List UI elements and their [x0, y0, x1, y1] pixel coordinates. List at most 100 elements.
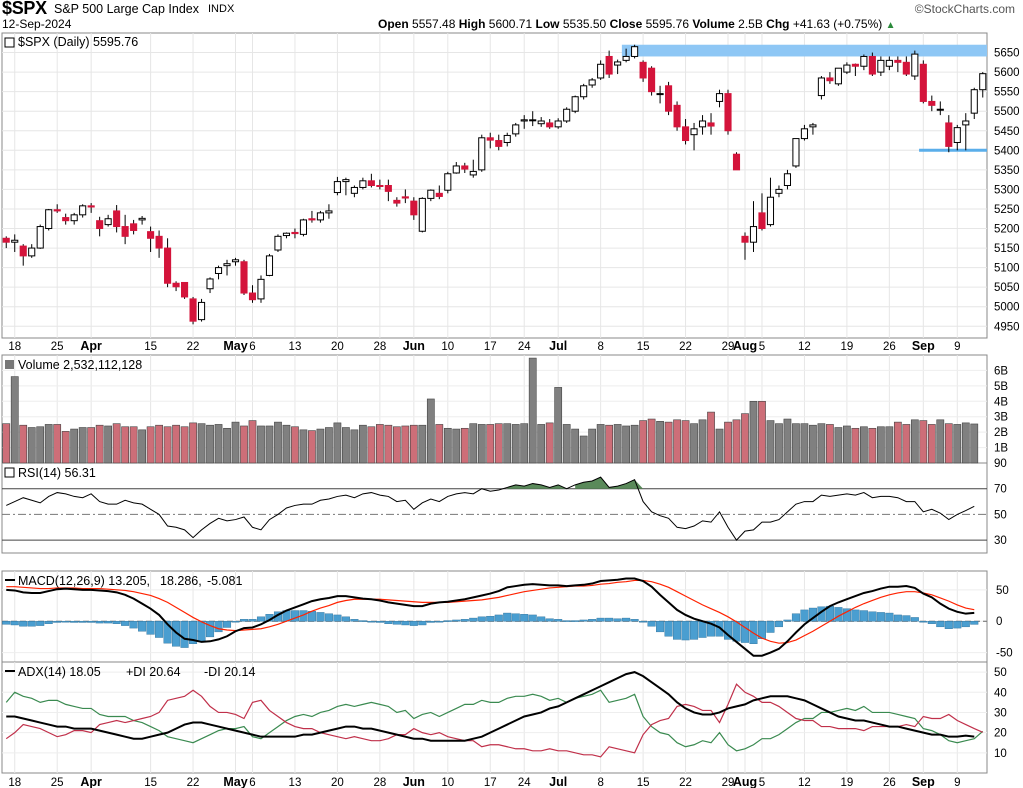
- candle-up: [28, 247, 36, 257]
- volume-bar-up: [876, 426, 885, 464]
- candle-up: [503, 134, 511, 143]
- volume-bar-down: [240, 425, 248, 464]
- volume-bar-down: [409, 424, 418, 464]
- price-tick-label: 5150: [994, 243, 1020, 255]
- candle-down: [707, 122, 715, 127]
- price-tick-label: 5250: [994, 204, 1020, 216]
- price-x-tick-label: 5: [759, 341, 765, 353]
- volume-bar-down: [681, 420, 690, 464]
- high-value: 5600.71: [488, 17, 533, 31]
- ohlc-readout: Open 5557.48 High 5600.71 Low 5535.50 Cl…: [378, 17, 896, 31]
- adx-tick-label: 10: [994, 748, 1007, 760]
- candle-down: [2, 237, 10, 243]
- candle-down: [248, 292, 257, 301]
- volume-bar-up: [766, 420, 775, 464]
- macd-histogram-bar: [231, 621, 240, 623]
- rsi-overbought-fill: [507, 483, 567, 489]
- volume-bar-down: [146, 426, 155, 464]
- macd-histogram-bar: [562, 620, 571, 622]
- adx-x-tick-label: 17: [484, 777, 497, 788]
- price-x-tick-label: 9: [954, 341, 960, 353]
- adx-x-tick-label: 26: [883, 777, 896, 788]
- price-tick-label: 5500: [994, 106, 1020, 118]
- adx-x-tick-label: 15: [144, 777, 157, 788]
- macd-histogram-bar: [121, 621, 130, 626]
- macd-histogram-bar: [791, 613, 800, 622]
- macd-histogram-bar: [630, 619, 639, 622]
- macd-histogram-bar: [248, 619, 257, 622]
- volume-bar-down: [367, 426, 376, 464]
- candle-up: [469, 170, 477, 176]
- price-x-tick-label: Apr: [80, 339, 102, 353]
- macd-histogram-bar: [53, 621, 62, 623]
- candle-down: [758, 212, 766, 230]
- adx-x-tick-label: Jun: [403, 775, 425, 788]
- candle-up: [885, 59, 893, 67]
- price-x-tick-label: 20: [331, 341, 344, 353]
- candle-down: [605, 55, 613, 75]
- macd-histogram-bar: [579, 619, 588, 622]
- adx-line: [6, 671, 975, 742]
- volume-bar-up: [554, 387, 563, 464]
- candle-up: [223, 263, 231, 267]
- macd-histogram-bar: [910, 617, 919, 622]
- macd-histogram-bar: [851, 609, 860, 622]
- volume-bar-up: [70, 428, 79, 464]
- macd-histogram-bar: [740, 621, 750, 643]
- macd-histogram-bar: [375, 621, 384, 623]
- price-x-tick-label: 18: [8, 341, 21, 353]
- macd-histogram-bar: [104, 621, 113, 624]
- macd-histogram-bar: [443, 620, 452, 622]
- macd-histogram-bar: [664, 621, 673, 637]
- candle-up: [656, 93, 664, 96]
- volume-bar-down: [758, 400, 766, 464]
- candle-down: [435, 192, 443, 197]
- adx-x-tick-label: Aug: [733, 775, 757, 788]
- candle-down: [732, 153, 741, 171]
- macd-histogram-bar: [545, 618, 554, 622]
- volume-bar-up: [571, 428, 580, 464]
- candle-down: [393, 199, 401, 204]
- up-arrow-icon: ▲: [885, 20, 896, 31]
- volume-bar-down: [384, 424, 393, 464]
- volume-panel-title: Volume 2,532,112,128: [18, 358, 142, 372]
- adx-tick-label: 30: [994, 707, 1007, 719]
- macd-histogram-bar: [885, 612, 894, 622]
- price-tick-label: 5550: [994, 87, 1020, 99]
- volume-bar-up: [749, 400, 758, 464]
- price-x-tick-label: 13: [289, 341, 302, 353]
- volume-bar-up: [562, 424, 571, 464]
- macd-histogram-bar: [36, 621, 45, 626]
- volume-bar-up: [630, 424, 639, 464]
- candle-up: [698, 120, 707, 128]
- candle-up: [265, 255, 274, 276]
- macd-histogram-bar: [511, 613, 520, 622]
- macd-histogram-bar: [409, 621, 418, 626]
- adx-legend-minus-di: -DI 20.14: [204, 665, 255, 679]
- volume-bar-down: [180, 426, 189, 464]
- candle-up: [877, 59, 885, 73]
- volume-bar-up: [325, 427, 333, 464]
- volume-bar-up: [36, 426, 45, 464]
- volume-bar-down: [61, 431, 70, 464]
- candle-up: [766, 196, 775, 226]
- macd-histogram-bar: [341, 616, 350, 622]
- volume-label: Volume: [692, 17, 735, 31]
- price-x-tick-label: May: [223, 339, 247, 353]
- volume-bar-up: [690, 423, 698, 464]
- volume-bar-up: [809, 424, 817, 464]
- candle-up: [783, 173, 792, 186]
- volume-bar-down: [944, 423, 953, 464]
- macd-histogram-bar: [324, 613, 333, 622]
- adx-x-tick-label: 13: [289, 777, 302, 788]
- candle-down: [155, 235, 163, 249]
- volume-bar-up: [936, 419, 945, 464]
- symbol-title: $SPX: [2, 0, 47, 18]
- candle-down: [164, 247, 172, 284]
- candle-down: [681, 126, 690, 142]
- adx-x-tick-label: 29: [722, 777, 735, 788]
- candle-up: [444, 173, 452, 191]
- price-x-tick-label: 17: [484, 341, 497, 353]
- volume-bar-down: [308, 430, 316, 464]
- macd-histogram-bar: [893, 614, 902, 622]
